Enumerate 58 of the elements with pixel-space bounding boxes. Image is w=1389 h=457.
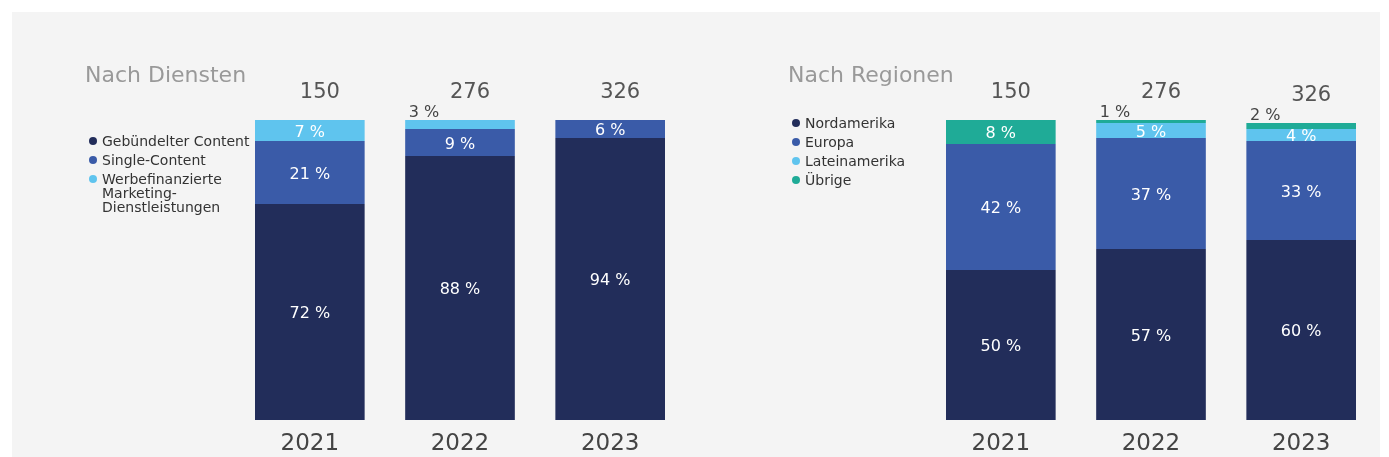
data-label: 88 % xyxy=(439,279,481,298)
bar xyxy=(1096,120,1206,123)
annotation: 326 xyxy=(600,79,641,103)
legend-label: Werbefinanzierte Marketing-Dienstleistungen xyxy=(102,171,222,215)
bar xyxy=(405,120,515,129)
annotation: 150 xyxy=(299,79,340,103)
bar xyxy=(1246,141,1356,240)
bar xyxy=(255,204,365,420)
bar xyxy=(946,144,1056,270)
bar xyxy=(1096,123,1206,138)
x-tick-label: 2022 xyxy=(1121,429,1181,455)
data-label: 7 % xyxy=(294,121,326,141)
legend-label: Nordamerika xyxy=(805,115,896,131)
data-label: 2 % xyxy=(1249,105,1281,124)
data-label: 3 % xyxy=(408,102,440,121)
bar xyxy=(946,270,1056,420)
data-label: 60 % xyxy=(1280,321,1322,340)
legend-label: Lateinamerika xyxy=(805,153,906,169)
bar xyxy=(255,120,365,141)
bar xyxy=(405,129,515,156)
bar xyxy=(1096,138,1206,249)
x-tick-label: 2021 xyxy=(971,429,1031,455)
data-label: 57 % xyxy=(1130,325,1172,345)
legend-label: Europa xyxy=(805,134,855,150)
data-label: 8 % xyxy=(985,123,1017,142)
bar xyxy=(1246,240,1356,420)
annotation: 276 xyxy=(1140,79,1182,103)
legend-label: Single-Content xyxy=(102,152,207,168)
data-label: 50 % xyxy=(980,336,1022,355)
data-label: 42 % xyxy=(980,198,1022,217)
bar xyxy=(405,156,515,420)
data-label: 72 % xyxy=(289,303,331,322)
bar xyxy=(555,138,665,420)
x-tick-label: 2022 xyxy=(430,429,490,455)
data-label: 94 % xyxy=(589,270,631,289)
bar xyxy=(1096,249,1206,420)
annotation: 276 xyxy=(449,79,491,103)
data-label: 6 % xyxy=(594,120,626,139)
annotation: 326 xyxy=(1291,82,1332,106)
chart-title: Nach Diensten xyxy=(85,62,247,87)
data-label: 33 % xyxy=(1280,181,1322,201)
data-label: 21 % xyxy=(289,163,331,183)
legend-label: Übrige xyxy=(805,171,852,188)
bar xyxy=(555,120,665,138)
x-tick-label: 2023 xyxy=(1271,429,1331,455)
data-label: 4 % xyxy=(1285,126,1317,145)
data-label: 9 % xyxy=(444,133,476,153)
x-tick-label: 2021 xyxy=(280,429,340,455)
data-label: 37 % xyxy=(1130,184,1172,204)
bar xyxy=(255,141,365,204)
x-tick-label: 2023 xyxy=(580,429,640,455)
data-label: 5 % xyxy=(1135,121,1167,141)
chart-title: Nach Regionen xyxy=(788,62,954,87)
legend-label: Gebündelter Content xyxy=(102,133,250,149)
bar xyxy=(1246,123,1356,129)
bar xyxy=(946,120,1056,144)
data-label: 1 % xyxy=(1099,102,1131,121)
annotation: 150 xyxy=(990,79,1031,103)
